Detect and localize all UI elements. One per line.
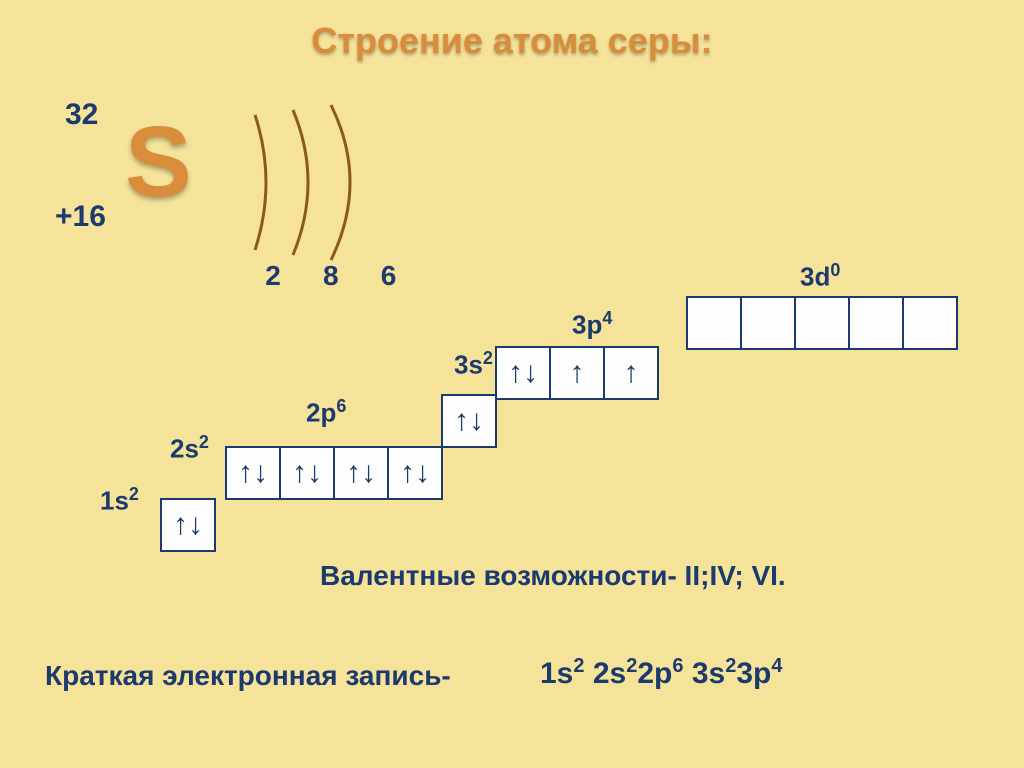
shell-count-1: 2 bbox=[248, 260, 298, 292]
orbital-box-2s: ↑↓ bbox=[225, 446, 279, 500]
orbital-cell bbox=[740, 296, 796, 350]
orbital-cell: ↑↓ bbox=[160, 498, 216, 552]
orbital-cell: ↑↓ bbox=[495, 346, 551, 400]
electron-arrows: ↑ bbox=[570, 356, 585, 390]
element-symbol: S bbox=[125, 105, 192, 220]
electron-arrows: ↑↓ bbox=[454, 404, 484, 438]
orbital-box-2p: ↑↓ ↑↓ ↑↓ bbox=[279, 446, 441, 500]
orbital-label-3d: 3d0 bbox=[800, 260, 840, 293]
orbital-cell bbox=[902, 296, 958, 350]
shell-electron-counts: 2 8 6 bbox=[248, 260, 414, 292]
electron-arrows: ↑↓ bbox=[508, 356, 538, 390]
orbital-cell bbox=[848, 296, 904, 350]
orbital-cell bbox=[686, 296, 742, 350]
shell-arc-2 bbox=[293, 110, 308, 255]
orbital-cell bbox=[794, 296, 850, 350]
orbital-cell: ↑ bbox=[603, 346, 659, 400]
orbital-label-1s: 1s2 bbox=[100, 484, 139, 517]
electron-arrows: ↑↓ bbox=[400, 456, 430, 490]
orbital-cell: ↑↓ bbox=[279, 446, 335, 500]
orbital-cell: ↑↓ bbox=[387, 446, 443, 500]
orbital-box-3d bbox=[686, 296, 956, 350]
orbital-box-3s: ↑↓ bbox=[441, 394, 495, 448]
orbital-cell: ↑↓ bbox=[225, 446, 281, 500]
valence-possibilities: Валентные возможности- II;IV; VI. bbox=[320, 560, 786, 592]
orbital-cell: ↑↓ bbox=[441, 394, 497, 448]
orbital-label-3p: 3p4 bbox=[572, 308, 612, 341]
atomic-number: +16 bbox=[55, 200, 106, 234]
electron-arrows: ↑↓ bbox=[173, 508, 203, 542]
shell-arc-1 bbox=[255, 115, 266, 250]
shell-arcs bbox=[235, 110, 395, 265]
electron-arrows: ↑↓ bbox=[292, 456, 322, 490]
electron-arrows: ↑ bbox=[624, 356, 639, 390]
electron-arrows: ↑↓ bbox=[346, 456, 376, 490]
orbital-cell: ↑↓ bbox=[333, 446, 389, 500]
mass-number: 32 bbox=[65, 98, 98, 132]
orbital-cell: ↑ bbox=[549, 346, 605, 400]
shell-arc-3 bbox=[331, 105, 350, 260]
shell-count-2: 8 bbox=[306, 260, 356, 292]
title-text: Строение атома серы: bbox=[311, 20, 712, 61]
shell-count-3: 6 bbox=[364, 260, 414, 292]
orbital-label-3s: 3s2 bbox=[454, 348, 493, 381]
electron-config-value: 1s2 2s22p6 3s23p4 bbox=[540, 655, 782, 691]
orbital-label-2p: 2p6 bbox=[306, 396, 346, 429]
page-title: Строение атома серы: bbox=[0, 20, 1024, 62]
orbital-box-1s: ↑↓ bbox=[160, 498, 214, 552]
orbital-label-2s: 2s2 bbox=[170, 432, 209, 465]
orbital-box-3p: ↑↓ ↑ ↑ bbox=[495, 346, 657, 400]
electron-config-label: Краткая электронная запись- bbox=[45, 660, 451, 692]
electron-arrows: ↑↓ bbox=[238, 456, 268, 490]
